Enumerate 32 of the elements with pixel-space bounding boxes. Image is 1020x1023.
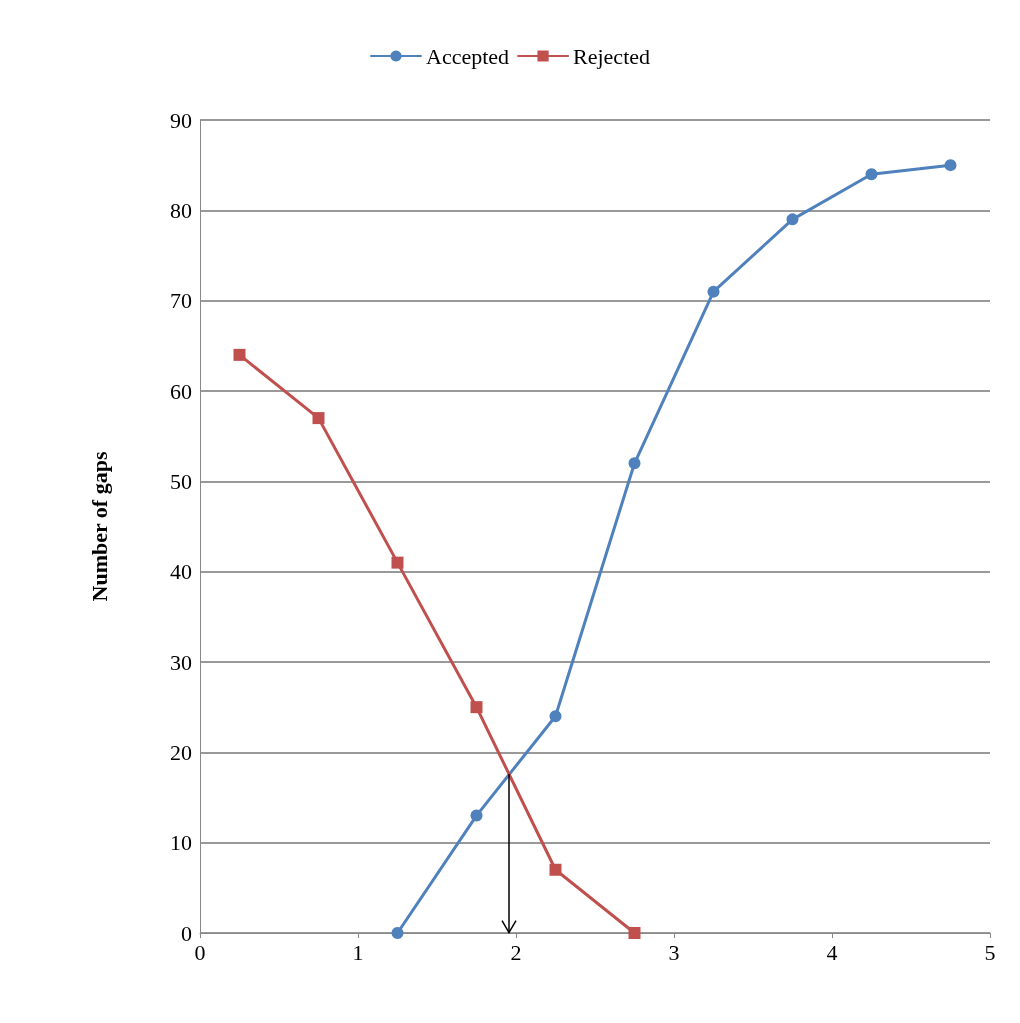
x-tick-label: 2 <box>510 939 522 965</box>
y-axis-title: Number of gaps <box>86 451 112 602</box>
x-tick-label: 1 <box>352 939 364 965</box>
y-tick-label: 50 <box>170 468 192 494</box>
point <box>707 285 720 298</box>
x-tick-label: 5 <box>984 939 996 965</box>
y-tick-label: 0 <box>181 920 192 946</box>
y-tick-label: 80 <box>170 197 192 223</box>
y-tick-label: 90 <box>170 107 192 133</box>
point <box>312 412 325 425</box>
point <box>549 863 562 876</box>
point <box>786 213 799 226</box>
x-tick-label: 3 <box>668 939 680 965</box>
point <box>628 927 641 939</box>
y-tick-label: 60 <box>170 378 192 404</box>
point <box>470 701 483 714</box>
y-tick-label: 40 <box>170 559 192 585</box>
y-tick-label: 20 <box>170 739 192 765</box>
point <box>233 348 246 361</box>
point <box>628 457 641 470</box>
x-tick-label: 4 <box>826 939 838 965</box>
legend-label: Accepted <box>425 43 510 69</box>
y-tick-label: 10 <box>170 830 192 856</box>
y-tick-label: 30 <box>170 649 192 675</box>
y-tick-label: 70 <box>170 288 192 314</box>
point <box>549 710 562 723</box>
point <box>391 556 404 569</box>
legend-label: Rejected <box>573 43 651 69</box>
point <box>865 168 878 181</box>
point <box>944 159 957 172</box>
point <box>391 927 404 939</box>
point <box>470 809 483 822</box>
